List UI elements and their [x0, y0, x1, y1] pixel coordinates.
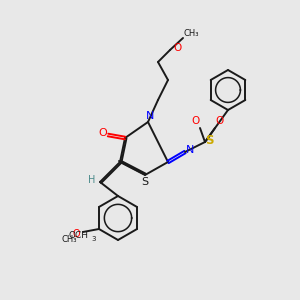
Text: H: H — [88, 175, 96, 185]
Text: O: O — [173, 43, 181, 53]
Text: O: O — [192, 116, 200, 126]
Text: CH₃: CH₃ — [61, 236, 77, 244]
Text: OCH: OCH — [69, 232, 89, 241]
Text: 3: 3 — [91, 236, 95, 242]
Text: O: O — [215, 116, 223, 126]
Text: CH₃: CH₃ — [183, 29, 199, 38]
Text: O: O — [99, 128, 107, 138]
Text: N: N — [186, 145, 194, 155]
Text: N: N — [146, 111, 154, 121]
Text: S: S — [141, 177, 148, 187]
Text: S: S — [205, 134, 213, 146]
Text: O: O — [72, 229, 80, 239]
